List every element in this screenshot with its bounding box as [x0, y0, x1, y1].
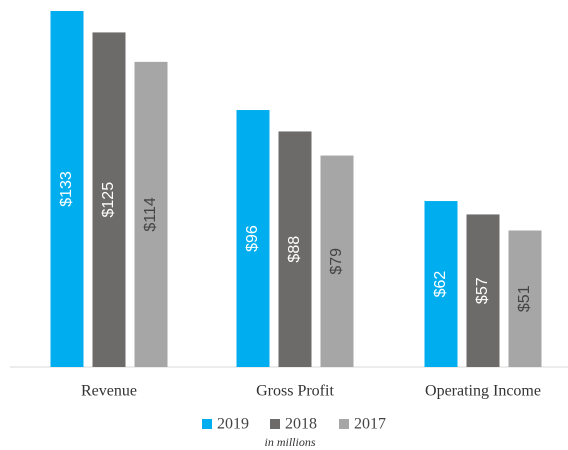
legend-label: 2017: [354, 416, 386, 433]
bar: [134, 61, 168, 367]
value-label: $114: [142, 197, 159, 232]
legend-swatch: [270, 419, 280, 429]
value-label: $88: [286, 236, 303, 263]
legend-swatch: [202, 419, 212, 429]
legend-label: 2019: [217, 416, 249, 433]
value-label: $57: [474, 277, 491, 304]
bar: [92, 32, 126, 367]
value-label: $125: [100, 182, 117, 218]
bar: [50, 11, 84, 367]
bar: [466, 214, 500, 367]
value-label: $133: [58, 171, 75, 207]
bar: [508, 230, 542, 367]
bar: [320, 155, 354, 367]
value-label: $96: [244, 225, 261, 252]
value-label: $79: [328, 248, 345, 275]
legend-swatch: [339, 419, 349, 429]
x-tick-label: Revenue: [81, 383, 137, 400]
bar: [236, 110, 270, 367]
annotation: in millions: [264, 435, 315, 449]
value-label: $51: [516, 285, 533, 312]
value-label: $62: [432, 271, 449, 298]
x-tick-label: Operating Income: [425, 383, 541, 400]
bar: [278, 131, 312, 367]
bar: [424, 201, 458, 367]
legend-label: 2018: [285, 416, 317, 433]
x-tick-label: Gross Profit: [256, 383, 334, 400]
